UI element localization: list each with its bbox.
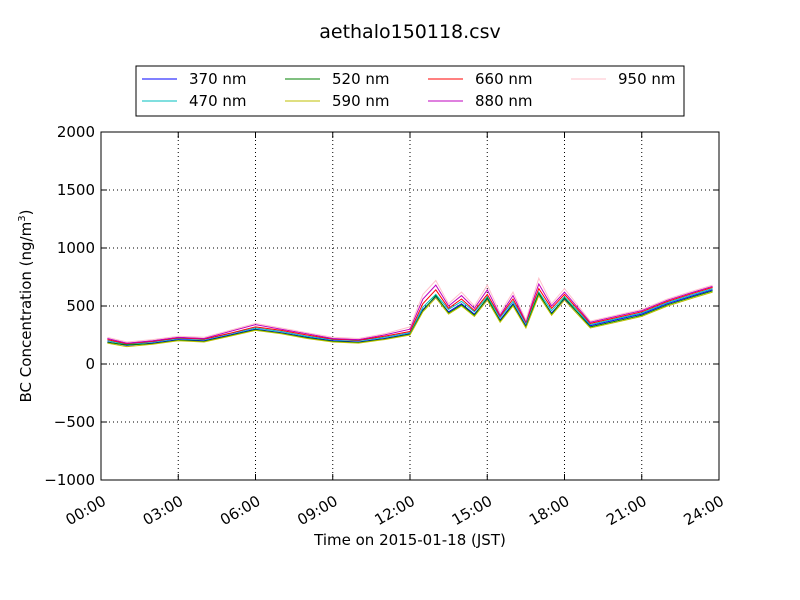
y-tick-label: 1000 [57,239,95,257]
y-axis-label-main: BC Concentration (ng/m [17,222,35,403]
chart-title: aethalo150118.csv [319,21,501,43]
y-axis-label-superscript: 3 [17,215,28,221]
series-line-2 [107,290,713,346]
y-tick-label: −1000 [44,471,95,489]
x-tick-label: 24:00 [681,492,727,529]
legend-label: 370 nm [189,70,247,88]
x-tick-label: 12:00 [372,492,418,529]
y-tick-label: 1500 [57,181,95,199]
series-line-4 [107,286,713,345]
x-tick-label: 09:00 [294,492,340,529]
y-tick-label: 2000 [57,123,95,141]
legend-label: 590 nm [332,92,390,110]
series-line-6 [107,276,713,343]
x-tick-label: 00:00 [63,492,109,529]
legend-label: 660 nm [475,70,533,88]
legend: 370 nm 470 nm 520 nm 590 nm 660 nm 880 nm 950 … [142,70,676,110]
series-line-5 [107,282,713,344]
x-tick-label: 18:00 [526,492,572,529]
x-axis-label: Time on 2015-01-18 (JST) [313,531,506,549]
x-tick-label: 15:00 [449,492,495,529]
legend-label: 950 nm [618,70,676,88]
legend-label: 520 nm [332,70,390,88]
legend-box [135,65,685,117]
y-tick-label: 0 [85,355,95,373]
y-tick-label: −500 [54,413,95,431]
y-axis: −1000 −500 0 500 1000 1500 2000 [44,123,719,489]
series-layer [107,276,713,348]
grid [101,132,719,480]
legend-label: 880 nm [475,92,533,110]
x-tick-label: 21:00 [603,492,649,529]
series-line-0 [107,289,713,346]
y-axis-label: BC Concentration (ng/m3) [17,210,35,403]
series-line-3 [107,291,713,348]
y-axis-label-close: ) [17,210,35,216]
y-tick-label: 500 [66,297,95,315]
legend-label: 470 nm [189,92,247,110]
x-tick-label: 06:00 [217,492,263,529]
x-tick-label: 03:00 [140,492,186,529]
